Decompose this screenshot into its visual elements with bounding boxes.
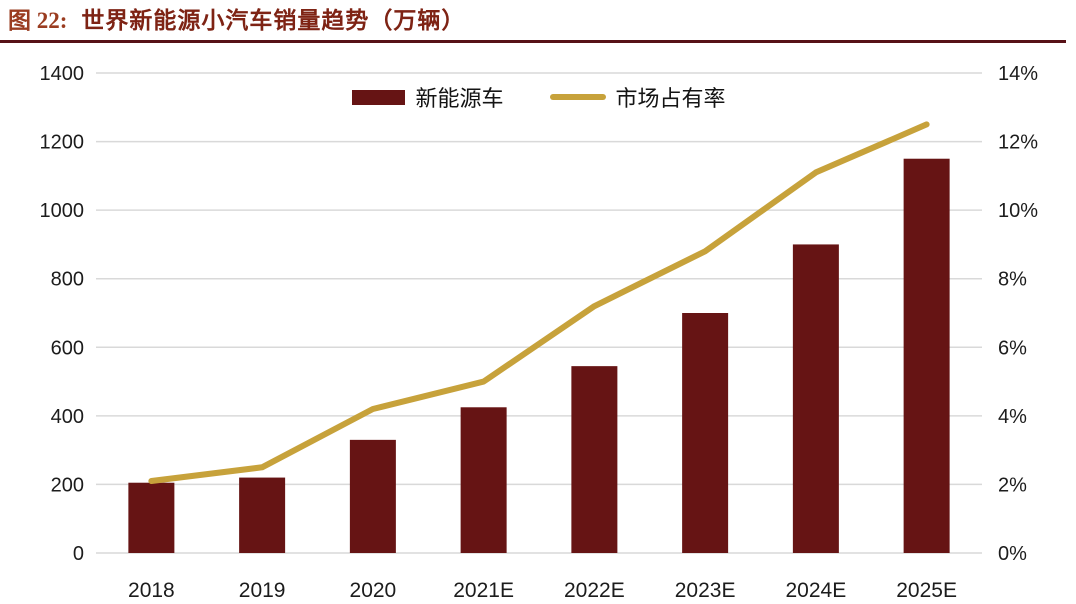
bar-series-label: 新能源车 bbox=[415, 86, 504, 111]
bar-2024E bbox=[792, 244, 839, 553]
right-axis-tick: 6% bbox=[998, 337, 1027, 359]
x-axis-tick: 2024E bbox=[786, 579, 847, 602]
left-axis-tick: 200 bbox=[51, 474, 84, 496]
figure-title-text: 世界新能源小汽车销量趋势（万辆） bbox=[81, 8, 466, 33]
left-axis-tick: 1400 bbox=[40, 63, 85, 85]
bar-2020 bbox=[349, 439, 396, 553]
right-axis-tick: 2% bbox=[998, 474, 1027, 496]
bar-2025E bbox=[903, 158, 950, 553]
x-axis-tick: 2025E bbox=[896, 579, 957, 602]
x-axis-tick: 2022E bbox=[564, 579, 625, 602]
left-axis-tick: 400 bbox=[51, 406, 84, 428]
right-axis-tick: 4% bbox=[998, 406, 1027, 428]
right-axis-tick: 8% bbox=[998, 269, 1027, 291]
bar-2022E bbox=[571, 366, 618, 553]
figure-number: 图 22: bbox=[8, 8, 68, 33]
bar-series-swatch bbox=[352, 89, 406, 105]
line-series-swatch bbox=[549, 94, 606, 100]
x-axis-tick: 2018 bbox=[128, 579, 175, 602]
x-axis-tick: 2020 bbox=[350, 579, 397, 602]
x-axis-tick: 2023E bbox=[675, 579, 736, 602]
title-underline bbox=[0, 40, 1066, 43]
chart-legend: 新能源车 市场占有率 bbox=[96, 82, 982, 112]
left-axis-tick: 1200 bbox=[40, 132, 85, 154]
bar-2019 bbox=[239, 477, 286, 553]
line-series-label: 市场占有率 bbox=[615, 86, 726, 111]
x-axis-tick: 2021E bbox=[453, 579, 514, 602]
x-axis-tick: 2019 bbox=[239, 579, 286, 602]
figure-title: 图 22: 世界新能源小汽车销量趋势（万辆） bbox=[8, 6, 465, 36]
bar-2018 bbox=[128, 482, 175, 553]
right-axis-tick: 12% bbox=[998, 132, 1038, 154]
right-axis-tick: 10% bbox=[998, 200, 1038, 222]
left-axis-tick: 0 bbox=[73, 543, 84, 565]
left-axis-tick: 1000 bbox=[40, 200, 85, 222]
legend-item-bar-series: 新能源车 bbox=[352, 81, 504, 113]
left-axis-tick: 600 bbox=[51, 337, 84, 359]
bar-2021E bbox=[460, 407, 507, 553]
left-axis-tick: 800 bbox=[51, 269, 84, 291]
bar-2023E bbox=[682, 313, 729, 553]
right-axis-tick: 0% bbox=[998, 543, 1027, 565]
right-axis-tick: 14% bbox=[998, 63, 1038, 85]
market-share-line bbox=[148, 121, 930, 484]
legend-item-line-series: 市场占有率 bbox=[549, 81, 726, 113]
